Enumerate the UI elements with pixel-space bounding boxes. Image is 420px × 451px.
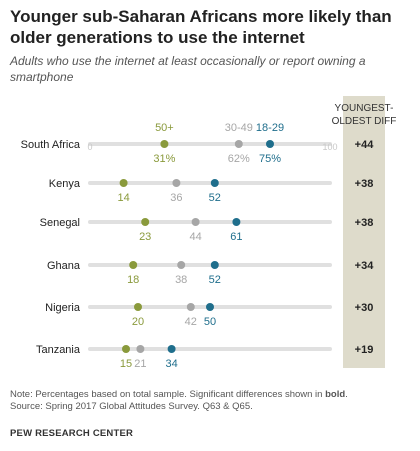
note-bold-text: bold [325, 389, 346, 400]
category-label-kenya: Kenya [49, 178, 81, 190]
dot-tanzania-30-49 [136, 345, 145, 353]
dot-ghana-30-49 [177, 261, 186, 269]
dot-ghana-18-29 [210, 261, 219, 269]
dot-ghana-50-plus [129, 261, 138, 269]
value-label-tanzania-50-plus: 15 [120, 358, 132, 370]
axis-label-min: 0 [87, 142, 92, 152]
diff-panel [343, 96, 385, 368]
diff-value-kenya: +38 [355, 178, 374, 190]
dot-nigeria-50-plus [134, 303, 142, 311]
chart-source: Source: Spring 2017 Global Attitudes Sur… [10, 401, 253, 412]
dot-senegal-18-29 [232, 218, 241, 226]
chart-rows: South Africa 31% 62% 75% +44 0 100 50+ 30-49 18-2… [21, 122, 375, 370]
brand-label: PEW RESEARCH CENTER [10, 428, 134, 439]
dot-tanzania-50-plus [122, 345, 130, 353]
value-label-senegal-30-49: 44 [189, 231, 201, 243]
dot-kenya-50-plus [119, 179, 128, 187]
value-label-senegal-18-29: 61 [230, 231, 242, 243]
value-label-south-africa-18-29: 75% [259, 153, 281, 165]
diff-value-nigeria: +30 [355, 302, 374, 314]
chart-note: Note: Percentages based on total sample.… [10, 389, 415, 401]
chart-title: Younger sub-Saharan Africans more likely… [10, 7, 392, 47]
value-label-nigeria-18-29: 50 [204, 316, 216, 328]
category-label-south-africa: South Africa [21, 139, 81, 151]
dot-senegal-50-plus [141, 218, 150, 226]
diff-value-tanzania: +19 [355, 344, 374, 356]
value-label-tanzania-18-29: 34 [165, 358, 177, 370]
diff-value-senegal: +38 [355, 217, 374, 229]
note-text: Note: Percentages based on total sample.… [10, 389, 326, 400]
value-label-ghana-50-plus: 18 [127, 274, 139, 286]
dot-tanzania-18-29 [167, 345, 176, 353]
diff-header-line-1: YOUNGEST- [335, 103, 394, 114]
value-label-south-africa-30-49: 62% [228, 153, 250, 165]
value-label-nigeria-50-plus: 20 [132, 316, 144, 328]
dot-nigeria-30-49 [186, 303, 195, 311]
category-label-senegal: Senegal [40, 217, 80, 229]
category-label-ghana: Ghana [47, 260, 81, 272]
value-label-ghana-30-49: 38 [175, 274, 187, 286]
value-label-south-africa-50-plus: 31% [153, 153, 175, 165]
value-label-kenya-18-29: 52 [209, 192, 221, 204]
diff-value-south-africa: +44 [355, 139, 375, 151]
value-label-tanzania-30-49: 21 [134, 358, 146, 370]
value-label-senegal-50-plus: 23 [139, 231, 151, 243]
diff-header-line-2: OLDEST DIFF [332, 116, 397, 127]
dot-south-africa-30-49 [234, 140, 243, 148]
dot-senegal-30-49 [191, 218, 200, 226]
series-name-18-29: 18-29 [256, 122, 284, 134]
series-name-30-49: 30-49 [225, 122, 253, 134]
dot-south-africa-50-plus [160, 140, 169, 148]
note-end: . [345, 389, 348, 400]
axis-label-max: 100 [322, 142, 337, 152]
diff-value-ghana: +34 [355, 260, 375, 272]
chart-subtitle: Adults who use the internet at least occ… [10, 54, 366, 84]
category-label-tanzania: Tanzania [36, 344, 81, 356]
value-label-kenya-30-49: 36 [170, 192, 182, 204]
category-label-nigeria: Nigeria [45, 302, 81, 314]
value-label-nigeria-30-49: 42 [185, 316, 197, 328]
dot-kenya-18-29 [210, 179, 219, 187]
dot-south-africa-18-29 [266, 140, 274, 148]
value-label-kenya-50-plus: 14 [117, 192, 129, 204]
series-name-50-plus: 50+ [155, 122, 174, 134]
value-label-ghana-18-29: 52 [209, 274, 221, 286]
dot-nigeria-18-29 [206, 303, 214, 311]
dot-kenya-30-49 [172, 179, 181, 187]
